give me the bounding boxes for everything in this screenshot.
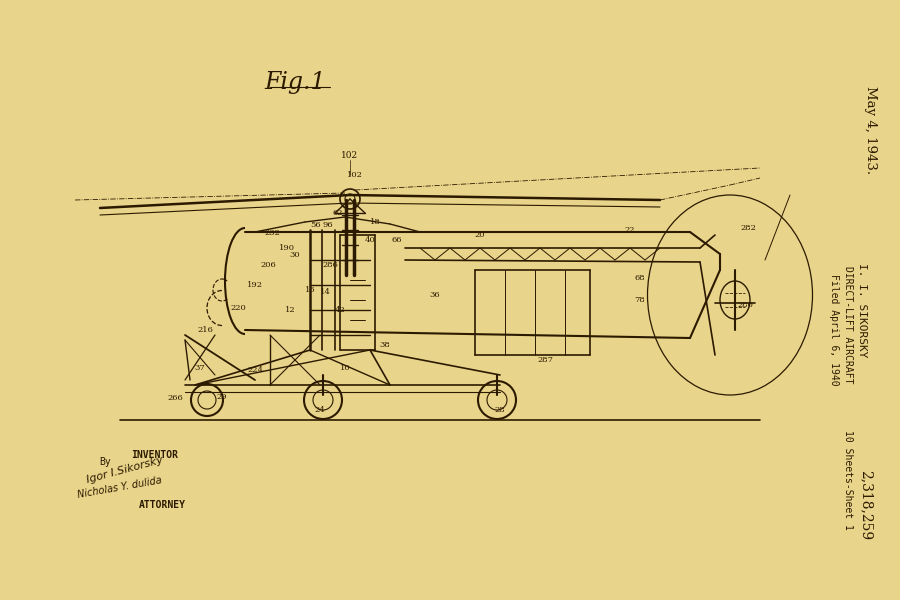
Text: 10 Sheets-Sheet 1: 10 Sheets-Sheet 1 bbox=[843, 430, 853, 530]
Text: 206: 206 bbox=[260, 261, 276, 269]
Text: INVENTOR: INVENTOR bbox=[131, 450, 178, 460]
Text: 36: 36 bbox=[429, 291, 440, 299]
Text: 40: 40 bbox=[364, 236, 375, 244]
Text: ATTORNEY: ATTORNEY bbox=[139, 500, 185, 510]
Text: 30: 30 bbox=[290, 251, 301, 259]
Text: Fig.1: Fig.1 bbox=[265, 70, 326, 94]
Text: 66: 66 bbox=[392, 236, 402, 244]
Text: May 4, 1943.: May 4, 1943. bbox=[863, 86, 877, 174]
Text: DIRECT-LIFT AIRCRAFT: DIRECT-LIFT AIRCRAFT bbox=[843, 266, 853, 384]
Text: 56: 56 bbox=[310, 221, 321, 229]
Text: 192: 192 bbox=[247, 281, 263, 289]
Text: 38: 38 bbox=[380, 341, 391, 349]
Text: 266: 266 bbox=[167, 394, 183, 402]
Text: 2,318,259: 2,318,259 bbox=[859, 470, 873, 540]
Text: 286: 286 bbox=[322, 261, 338, 269]
Text: 14: 14 bbox=[320, 288, 330, 296]
Text: 68: 68 bbox=[634, 274, 645, 282]
Text: 12: 12 bbox=[284, 306, 295, 314]
Text: 190: 190 bbox=[279, 244, 295, 252]
Text: 287: 287 bbox=[537, 356, 553, 364]
Text: 96: 96 bbox=[323, 221, 333, 229]
Text: 232: 232 bbox=[264, 229, 280, 237]
Text: 102: 102 bbox=[347, 171, 363, 179]
Text: 29: 29 bbox=[217, 393, 228, 401]
Text: 16: 16 bbox=[305, 286, 315, 294]
Text: 280: 280 bbox=[737, 301, 753, 309]
Text: 216: 216 bbox=[197, 326, 213, 334]
Text: 220: 220 bbox=[230, 304, 246, 312]
Text: I. I. SIKORSKY: I. I. SIKORSKY bbox=[857, 263, 867, 357]
Text: 224: 224 bbox=[247, 366, 263, 374]
Text: 28: 28 bbox=[495, 406, 505, 414]
Text: Filed April 6, 1940: Filed April 6, 1940 bbox=[829, 274, 839, 386]
Text: 37: 37 bbox=[194, 364, 205, 372]
Text: Igor I.Sikorsky: Igor I.Sikorsky bbox=[86, 455, 165, 485]
Text: 20: 20 bbox=[475, 231, 485, 239]
Text: 22: 22 bbox=[625, 226, 635, 234]
Text: 24: 24 bbox=[315, 406, 326, 414]
Text: By: By bbox=[99, 457, 111, 467]
Text: 62: 62 bbox=[333, 209, 343, 217]
Text: 282: 282 bbox=[740, 224, 756, 232]
Text: 10: 10 bbox=[339, 364, 350, 372]
Text: Nicholas Y. dulida: Nicholas Y. dulida bbox=[77, 476, 163, 500]
Text: 102: 102 bbox=[341, 151, 358, 160]
Text: 78: 78 bbox=[634, 296, 645, 304]
Text: 18: 18 bbox=[370, 218, 381, 226]
Text: 42: 42 bbox=[335, 306, 346, 314]
